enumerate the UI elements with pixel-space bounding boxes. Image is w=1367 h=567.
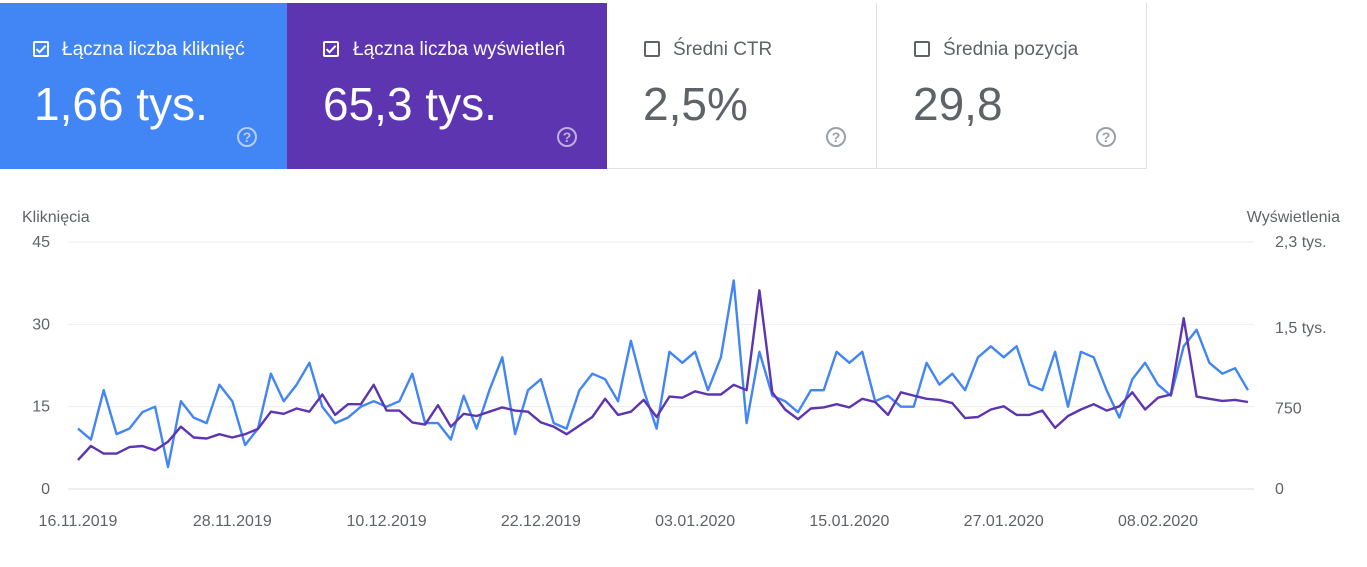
y-tick-left: 45 <box>32 234 50 251</box>
x-tick-label: 22.12.2019 <box>501 513 581 530</box>
series-line-impressions <box>77 289 1249 461</box>
grid-lines <box>68 241 1254 490</box>
card-average-position[interactable]: Średnia pozycja 29,8 ? <box>877 3 1147 169</box>
x-tick-label: 08.02.2020 <box>1118 513 1198 530</box>
question-circle-icon[interactable]: ? <box>826 127 846 147</box>
series-lines <box>77 279 1250 469</box>
card-label: Łączna liczba wyświetleń <box>353 39 566 60</box>
y-axis-label-right: Wyświetlenia <box>1247 209 1340 226</box>
x-tick-label: 15.01.2020 <box>809 513 889 530</box>
card-value: 1,66 tys. <box>34 78 208 130</box>
x-tick-label: 16.11.2019 <box>39 513 118 530</box>
y-tick-left: 30 <box>32 316 50 333</box>
metric-cards: Łączna liczba kliknięć 1,66 tys. ? Łączn… <box>0 3 1147 169</box>
y-tick-right: 1,5 tys. <box>1275 320 1327 337</box>
card-total-impressions[interactable]: Łączna liczba wyświetleń 65,3 tys. ? <box>287 3 607 169</box>
card-label: Średni CTR <box>673 39 773 60</box>
checkbox-unchecked-icon[interactable] <box>644 41 660 57</box>
y-ticks-right: 0 750 1,5 tys. 2,3 tys. <box>1275 234 1327 498</box>
card-label: Łączna liczba kliknięć <box>62 39 245 60</box>
y-axis-label-left: Kliknięcia <box>22 209 90 226</box>
y-tick-right: 0 <box>1275 481 1284 498</box>
card-average-ctr[interactable]: Średni CTR 2,5% ? <box>607 3 877 169</box>
performance-chart[interactable]: Kliknięcia Wyświetlenia 0 15 30 45 0 750 1,5 … <box>0 170 1367 567</box>
series-line-clicks <box>77 279 1250 469</box>
question-circle-icon[interactable]: ? <box>557 127 577 147</box>
y-tick-right: 2,3 tys. <box>1275 234 1327 251</box>
card-value: 29,8 <box>913 78 1003 130</box>
x-tick-label: 10.12.2019 <box>347 513 427 530</box>
card-value: 2,5% <box>643 78 748 130</box>
card-value: 65,3 tys. <box>323 78 497 130</box>
card-total-clicks[interactable]: Łączna liczba kliknięć 1,66 tys. ? <box>0 3 287 169</box>
card-label: Średnia pozycja <box>943 39 1079 60</box>
y-tick-left: 0 <box>41 481 50 498</box>
x-ticks: 16.11.2019 28.11.2019 10.12.2019 22.12.2019… <box>39 513 1199 530</box>
y-tick-left: 15 <box>32 399 50 416</box>
x-tick-label: 28.11.2019 <box>193 513 272 530</box>
x-tick-label: 03.01.2020 <box>655 513 735 530</box>
checkbox-checked-icon[interactable] <box>33 41 49 57</box>
question-circle-icon[interactable]: ? <box>1096 127 1116 147</box>
y-tick-right: 750 <box>1275 400 1302 417</box>
question-circle-icon[interactable]: ? <box>237 127 257 147</box>
checkbox-checked-icon[interactable] <box>323 41 339 57</box>
y-ticks-left: 0 15 30 45 <box>32 234 50 498</box>
x-tick-label: 27.01.2020 <box>964 513 1044 530</box>
checkbox-unchecked-icon[interactable] <box>914 41 930 57</box>
